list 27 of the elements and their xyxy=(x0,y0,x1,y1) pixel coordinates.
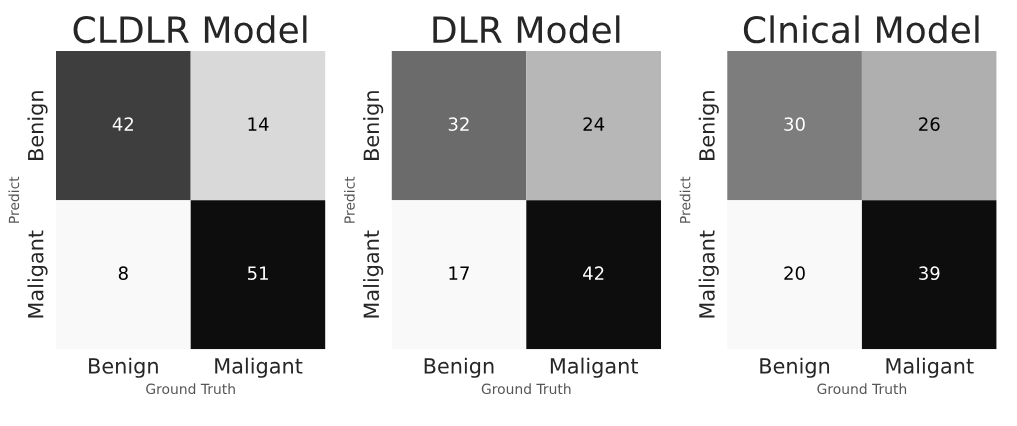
data-label: 8 xyxy=(118,266,128,281)
data-label: 26 xyxy=(919,117,940,131)
chart-title: CLDLR Model xyxy=(73,15,307,44)
x-axis-title: Ground Truth xyxy=(817,383,907,395)
data-label: 42 xyxy=(583,266,604,280)
x-axis-title: Ground Truth xyxy=(481,383,571,395)
y-axis-title: Predict xyxy=(679,176,691,223)
x-tick-label: Maligant xyxy=(550,357,639,378)
x-tick-label: Benign xyxy=(424,357,494,378)
data-label: 17 xyxy=(449,266,469,280)
x-tick-label: Maligant xyxy=(886,357,974,378)
x-tick-label: Benign xyxy=(89,357,158,378)
x-tick-label: Benign xyxy=(760,357,830,378)
data-label: 14 xyxy=(248,117,269,131)
y-axis-title: Predict xyxy=(344,176,355,223)
data-label: 20 xyxy=(784,266,805,281)
x-tick-label: Maligant xyxy=(215,357,303,378)
chart-title: DLR Model xyxy=(433,15,620,44)
data-label: 24 xyxy=(583,117,605,131)
chart-title: Clnical Model xyxy=(743,15,979,44)
data-label: 39 xyxy=(919,266,940,281)
x-axis-title: Ground Truth xyxy=(146,383,235,395)
y-axis-title: Predict xyxy=(8,176,20,223)
data-label: 32 xyxy=(448,117,469,131)
data-label: 51 xyxy=(247,266,268,281)
data-label: 42 xyxy=(112,117,133,131)
data-label: 30 xyxy=(784,117,805,131)
